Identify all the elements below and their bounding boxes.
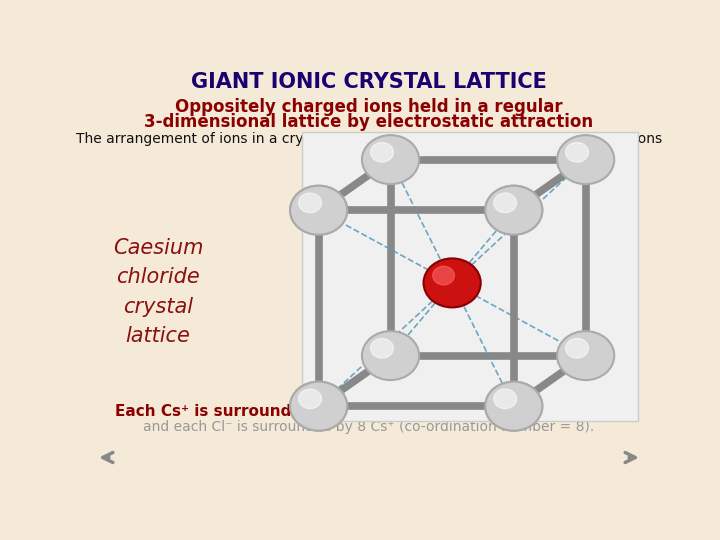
Circle shape — [433, 266, 454, 285]
Circle shape — [290, 382, 347, 431]
Circle shape — [299, 193, 322, 213]
Text: GIANT IONIC CRYSTAL LATTICE: GIANT IONIC CRYSTAL LATTICE — [191, 72, 547, 92]
Text: Each Cs⁺ is surrounded by 8 Cl⁻ (co-ordination number = 8): Each Cs⁺ is surrounded by 8 Cl⁻ (co-ordi… — [115, 404, 623, 419]
Circle shape — [494, 193, 516, 213]
Circle shape — [494, 193, 516, 213]
Circle shape — [290, 186, 347, 235]
Circle shape — [557, 331, 614, 380]
Circle shape — [494, 389, 516, 409]
Text: Caesium
chloride
crystal
lattice: Caesium chloride crystal lattice — [113, 238, 204, 346]
Circle shape — [299, 389, 322, 409]
Circle shape — [423, 259, 481, 307]
Circle shape — [371, 339, 393, 358]
Circle shape — [362, 331, 419, 380]
Circle shape — [557, 135, 614, 184]
Circle shape — [494, 389, 516, 409]
Circle shape — [485, 186, 542, 235]
Circle shape — [566, 339, 588, 358]
Circle shape — [299, 389, 322, 409]
Circle shape — [290, 382, 347, 431]
Circle shape — [362, 135, 419, 184]
Circle shape — [485, 186, 542, 235]
Text: 3-dimensional lattice by electrostatic attraction: 3-dimensional lattice by electrostatic a… — [145, 113, 593, 131]
Circle shape — [371, 143, 393, 162]
Circle shape — [485, 382, 542, 431]
Text: Oppositely charged ions held in a regular: Oppositely charged ions held in a regula… — [175, 98, 563, 116]
Text: The arrangement of ions in a crystal lattice depends on the relative sizes of th: The arrangement of ions in a crystal lat… — [76, 132, 662, 146]
Text: and each Cl⁻ is surrounded by 8 Cs⁺ (co-ordination number = 8).: and each Cl⁻ is surrounded by 8 Cs⁺ (co-… — [143, 420, 595, 434]
Circle shape — [290, 186, 347, 235]
Circle shape — [299, 193, 322, 213]
Circle shape — [566, 143, 588, 162]
Circle shape — [485, 382, 542, 431]
